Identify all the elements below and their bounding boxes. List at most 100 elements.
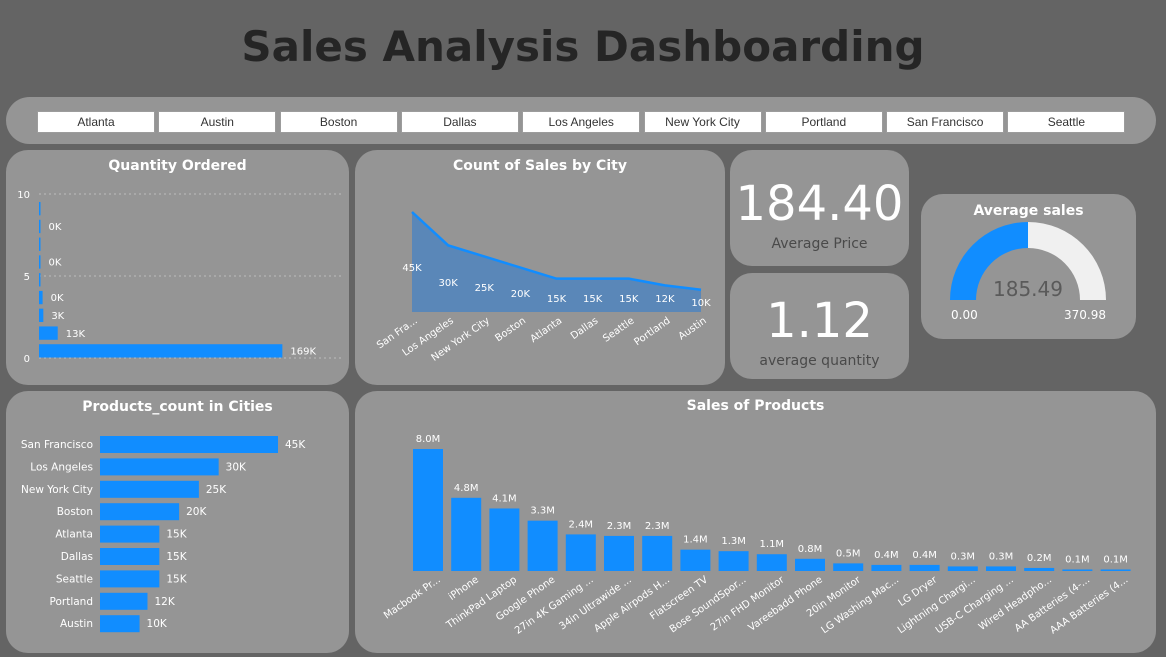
slicer-seattle[interactable]: Seattle [1007,111,1126,133]
data-label: 45K [285,439,306,451]
gauge-min-label: 0.00 [951,308,978,322]
slicer-austin[interactable]: Austin [158,111,277,133]
data-label: 13K [66,329,86,340]
data-label: 8.0M [416,434,441,445]
bar-qty-9 [39,202,41,216]
data-label: 15K [166,529,187,541]
data-label: 25K [475,283,495,294]
category-label: Portland [50,596,94,608]
bar-27in-fhd-monitor [756,554,787,571]
data-label: 15K [583,294,603,305]
bar-dallas [100,548,160,565]
data-label: 1.4M [683,535,708,546]
data-label: 3.3M [530,506,555,517]
data-label: 2.3M [645,521,670,532]
gauge-value-label: 185.49 [993,277,1063,301]
gauge-max-label: 370.98 [1064,308,1106,322]
slicer-los-angeles[interactable]: Los Angeles [522,111,641,133]
bar-atlanta [100,525,160,543]
data-label: 0.5M [836,548,861,559]
bar-usb-c-charging [986,566,1016,571]
bar-20in-monitor [833,563,864,571]
data-label: 0K [49,258,62,269]
bar-boston [100,503,180,521]
average-quantity-card: 1.12 average quantity [730,273,909,379]
gauge-value-arc [950,222,1028,300]
category-label: Boston [57,506,93,518]
x-tick-label: Portland [632,315,672,348]
products-count-chart: San Francisco 45K Los Angeles 30K New York C… [21,436,306,633]
data-label: 1.1M [760,539,785,550]
bar-qty-8 [39,219,41,234]
x-tick-label: Atlanta [529,315,565,345]
average-quantity-label: average quantity [759,353,880,369]
data-label: 15K [166,573,187,585]
average-price-card: 184.40 Average Price [730,150,909,266]
sales-of-products-title: Sales of Products [686,398,825,414]
category-label: New York City [21,484,93,496]
data-label: 10K [147,618,168,630]
data-label: 25K [206,484,227,496]
data-label: 12K [154,596,175,608]
slicer-atlanta[interactable]: Atlanta [37,111,155,133]
bar-aa-batteries-4 [1062,569,1093,571]
bar-qty-4 [39,290,43,305]
bar-qty-5 [39,273,41,287]
data-label: 0.4M [912,550,937,561]
x-tick-label: Boston [493,315,528,344]
category-label: Los Angeles [30,461,93,473]
slicer-san-francisco[interactable]: San Francisco [886,111,1005,133]
slicer-dallas[interactable]: Dallas [400,111,519,133]
data-label: 3K [51,311,64,322]
x-tick-label: Dallas [569,315,600,342]
bar-wired-headpho [1024,567,1055,571]
bar-lightning-chargi [947,566,978,571]
average-quantity-value: 1.12 [766,293,873,349]
bar-austin [100,615,140,633]
data-label: 12K [655,294,675,305]
slicer-new-york-city[interactable]: New York City [643,111,762,133]
data-label: 20K [511,289,531,300]
category-label: Seattle [56,573,93,585]
quantity-ordered-card: Quantity Ordered 10 5 0 0K 0K 0K 3K 13K 169K [6,150,349,385]
slicer-portland[interactable]: Portland [764,111,883,133]
bar-lg-dryer [909,564,940,571]
data-label: 0.1M [1103,554,1128,565]
data-label: 0K [49,222,62,233]
area-fill [412,212,701,312]
data-label: 169K [290,347,316,358]
dashboard-title: Sales Analysis Dashboarding [241,22,925,71]
bar-new-york-city [100,480,199,498]
x-tick-label: Seattle [601,315,636,344]
bar-bose-soundspor [718,551,749,571]
data-label: 20K [186,506,207,518]
bar-portland [100,592,148,610]
sales-of-products-chart: 8.0M Macbook Pr... 4.8M iPhone 4.1M ThinkPad … [382,434,1131,637]
data-label: 15K [166,551,187,563]
quantity-ordered-title: Quantity Ordered [108,158,247,174]
x-tick-label: Macbook Pr... [382,574,443,621]
data-label: 0.8M [798,544,823,555]
bar-qty-1 [39,344,283,358]
average-price-label: Average Price [771,236,868,252]
bar-34in-ultrawide [604,535,634,571]
bar-thinkpad-laptop [489,508,520,571]
bar-iphone [451,497,482,571]
count-sales-title: Count of Sales by City [453,158,627,174]
slicer-boston[interactable]: Boston [279,111,398,133]
category-label: San Francisco [21,439,93,451]
data-label: 15K [619,294,639,305]
average-sales-card: Average sales 185.49 0.00 370.98 [921,194,1136,339]
bar-27in-4k-gaming [565,534,596,571]
bar-aaa-batteries-4 [1100,569,1131,571]
average-sales-gauge: 185.49 0.00 370.98 [950,222,1106,322]
data-label: 0.3M [989,551,1014,562]
data-label: 0.1M [1065,554,1090,565]
bar-san-francisco [100,436,278,453]
data-label: 2.3M [607,521,632,532]
data-label: 0.4M [874,550,899,561]
products-count-card: Products_count in Cities San Francisco 45… [6,391,349,653]
x-tick-label: Austin [677,315,709,342]
sales-of-products-card: Sales of Products 8.0M Macbook Pr... 4.8M i… [355,391,1156,653]
